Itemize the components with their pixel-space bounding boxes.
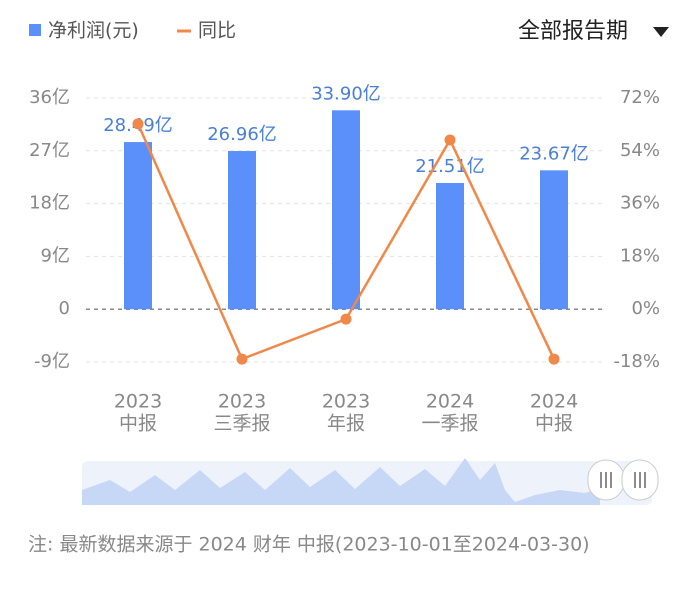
x-tick-label: 三季报 [213,413,270,435]
y2-tick-label: 0% [631,298,660,319]
x-tick-label: 中报 [119,413,157,435]
line-point [132,118,144,130]
value-label: 33.90亿 [311,83,381,104]
y-tick-label: -9亿 [34,351,70,372]
y-tick-label: 18亿 [29,193,70,214]
value-label: 26.96亿 [207,124,277,145]
handle-grip [600,472,646,488]
y2-tick-label: 36% [620,193,660,214]
data-zoom [82,458,659,505]
x-tick-label: 2023 [218,391,266,413]
x-tick-label: 年报 [327,413,365,435]
line-point [340,313,352,325]
bar [436,183,464,310]
legend-label[interactable]: 同比 [198,20,236,42]
y-tick-label: 9亿 [41,245,70,266]
footnote: 注: 最新数据来源于 2024 财年 中报(2023-10-01至2024-03… [28,534,590,556]
period-selector[interactable]: 全部报告期 [518,19,628,44]
x-tick-label: 2024 [530,391,578,413]
y2-tick-label: -18% [613,351,660,372]
value-label: 21.51亿 [415,156,485,177]
dropdown-arrow[interactable] [653,27,669,37]
bar [228,151,256,310]
bar [332,110,360,310]
bar [124,142,152,310]
x-tick-label: 一季报 [421,413,478,435]
y2-tick-label: 18% [620,245,660,266]
legend-label[interactable]: 净利润(元) [48,20,139,42]
x-tick-label: 2023 [114,391,162,413]
y-tick-label: 36亿 [29,87,70,108]
x-tick-label: 2024 [426,391,474,413]
y-tick-label: 0 [59,298,70,319]
line-point [236,353,248,365]
value-label: 23.67亿 [519,143,589,164]
legend-swatch [29,24,41,36]
line-point [548,353,560,365]
y2-tick-label: 54% [620,140,660,161]
zoom-preview [82,458,600,505]
bar [540,170,568,310]
line-point [444,134,456,146]
y-tick-label: 27亿 [29,140,70,161]
x-tick-label: 中报 [535,413,573,435]
x-tick-label: 2023 [322,391,370,413]
y2-tick-label: 72% [620,87,660,108]
